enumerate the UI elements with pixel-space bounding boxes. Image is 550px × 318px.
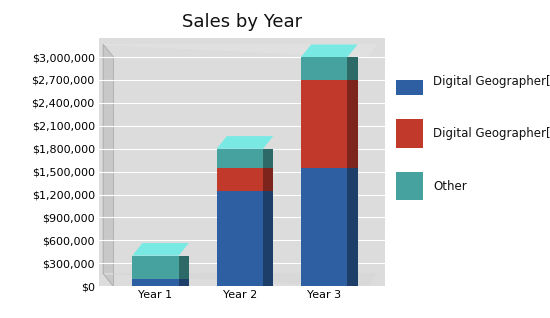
Polygon shape [179, 279, 189, 286]
Polygon shape [348, 168, 358, 286]
Polygon shape [263, 191, 273, 286]
Polygon shape [217, 155, 273, 168]
Bar [396, 119, 423, 148]
Polygon shape [103, 45, 113, 286]
Polygon shape [301, 168, 348, 286]
Polygon shape [348, 80, 358, 168]
Polygon shape [217, 191, 263, 286]
Polygon shape [217, 178, 273, 191]
Title: Sales by Year: Sales by Year [182, 13, 302, 31]
Polygon shape [263, 149, 273, 168]
Polygon shape [133, 266, 189, 279]
Polygon shape [301, 45, 358, 57]
Polygon shape [217, 136, 273, 149]
Bar [396, 172, 423, 200]
Polygon shape [133, 243, 189, 256]
Text: Digital Geographer[DG-2]: Digital Geographer[DG-2] [433, 127, 550, 140]
Text: Digital Geographer[DG-1]: Digital Geographer[DG-1] [433, 75, 550, 87]
Polygon shape [348, 57, 358, 80]
Polygon shape [103, 273, 377, 286]
Polygon shape [301, 80, 348, 168]
Bar [396, 67, 423, 95]
Polygon shape [133, 279, 179, 286]
Polygon shape [263, 168, 273, 191]
Polygon shape [301, 57, 348, 80]
Polygon shape [133, 256, 179, 279]
Text: Other: Other [433, 180, 467, 192]
Polygon shape [103, 45, 377, 57]
Polygon shape [179, 256, 189, 279]
Polygon shape [217, 149, 263, 168]
Polygon shape [301, 155, 358, 168]
Polygon shape [217, 168, 263, 191]
Polygon shape [301, 67, 358, 80]
